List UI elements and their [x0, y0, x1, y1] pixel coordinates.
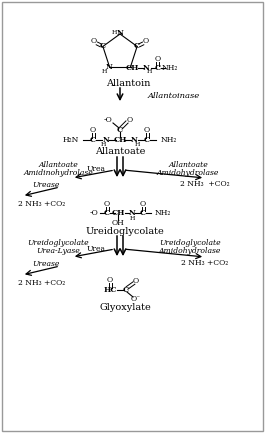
- Text: O: O: [133, 277, 139, 285]
- Text: N: N: [106, 62, 113, 71]
- Text: Urease: Urease: [32, 181, 60, 189]
- Text: C: C: [144, 136, 150, 144]
- Text: H: H: [129, 216, 135, 222]
- Text: Glyoxylate: Glyoxylate: [99, 303, 151, 311]
- Text: Allantoinase: Allantoinase: [148, 92, 200, 100]
- Text: OH: OH: [112, 219, 124, 227]
- Text: C: C: [117, 126, 123, 134]
- Text: Amidohydrolase: Amidohydrolase: [157, 169, 219, 177]
- Text: O: O: [91, 37, 97, 45]
- Text: Urease: Urease: [32, 260, 60, 268]
- Text: C: C: [154, 64, 161, 71]
- Text: O: O: [144, 126, 150, 134]
- Text: O: O: [104, 200, 110, 208]
- Text: NH₂: NH₂: [155, 209, 171, 217]
- Text: N: N: [129, 209, 135, 217]
- Text: H: H: [147, 69, 152, 74]
- Text: 2 NH₃ +CO₂: 2 NH₃ +CO₂: [18, 200, 65, 208]
- Text: H₂N: H₂N: [63, 136, 79, 144]
- Text: O: O: [143, 37, 149, 45]
- Text: Allantoate: Allantoate: [95, 148, 145, 156]
- Text: Urea-Lyase: Urea-Lyase: [36, 247, 80, 255]
- Text: Ureidoglycolate: Ureidoglycolate: [27, 239, 89, 247]
- Text: O: O: [127, 116, 133, 124]
- Text: Amidohydrolase: Amidohydrolase: [159, 247, 221, 255]
- Text: NH₂: NH₂: [161, 136, 177, 144]
- Text: N: N: [143, 64, 150, 71]
- Text: Allantoate: Allantoate: [168, 161, 208, 169]
- Text: O: O: [90, 126, 96, 134]
- Text: N: N: [103, 136, 109, 144]
- Text: -O: -O: [104, 116, 112, 124]
- Text: O: O: [140, 200, 146, 208]
- Text: Allantoin: Allantoin: [106, 80, 150, 88]
- Text: CH: CH: [126, 64, 139, 71]
- Text: O: O: [154, 55, 161, 62]
- Text: Urea: Urea: [86, 245, 105, 253]
- Text: H: H: [111, 29, 117, 35]
- Text: Amidinohydrolase: Amidinohydrolase: [23, 169, 93, 177]
- Text: 2 NH₃  +CO₂: 2 NH₃ +CO₂: [180, 180, 230, 188]
- Text: C: C: [100, 42, 106, 50]
- Text: 2 NH₃ +CO₂: 2 NH₃ +CO₂: [181, 259, 229, 267]
- Text: 2 NH₃ +CO₂: 2 NH₃ +CO₂: [18, 279, 65, 287]
- Text: C: C: [90, 136, 96, 144]
- Text: Ureidoglycolate: Ureidoglycolate: [159, 239, 221, 247]
- Text: C: C: [123, 286, 129, 294]
- Text: Allantoate: Allantoate: [38, 161, 78, 169]
- Text: C: C: [140, 209, 146, 217]
- Text: -O: -O: [90, 209, 98, 217]
- Text: C: C: [134, 42, 140, 50]
- Text: N: N: [131, 136, 138, 144]
- Text: H: H: [102, 69, 107, 74]
- Text: Ureidoglycolate: Ureidoglycolate: [86, 226, 164, 236]
- Text: CH: CH: [113, 136, 127, 144]
- Text: O: O: [107, 276, 113, 284]
- Text: C: C: [104, 209, 110, 217]
- Text: O⁻: O⁻: [131, 295, 141, 303]
- Text: Urea: Urea: [86, 165, 105, 173]
- Text: N: N: [117, 29, 123, 37]
- Text: CH: CH: [111, 209, 125, 217]
- Text: H: H: [100, 142, 106, 148]
- Text: NH₂: NH₂: [161, 64, 178, 71]
- Text: H: H: [134, 142, 140, 148]
- Text: HC: HC: [103, 286, 117, 294]
